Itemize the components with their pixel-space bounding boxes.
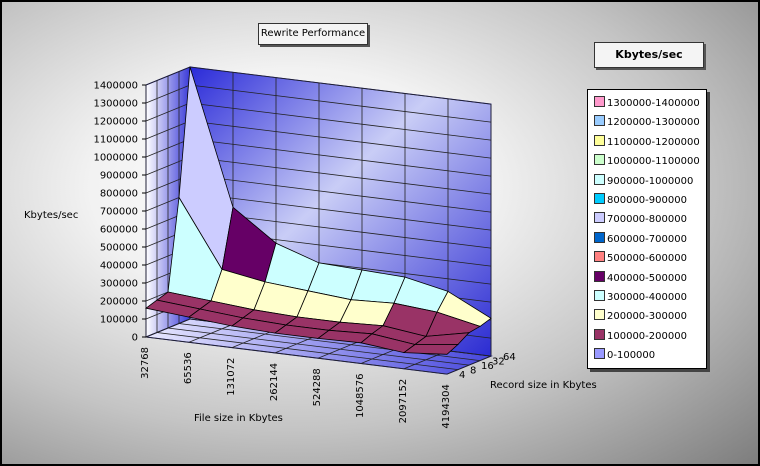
legend-label: 500000-600000 — [607, 253, 687, 265]
legend-item: 900000-1000000 — [594, 173, 694, 187]
legend-label: 100000-200000 — [607, 330, 687, 342]
y-axis-title: Record size in Kbytes — [490, 380, 597, 391]
legend-swatch — [594, 115, 605, 127]
legend-swatch — [594, 212, 605, 224]
legend-item: 500000-600000 — [594, 251, 687, 265]
legend-swatch — [594, 328, 605, 340]
z-tick-label: 400000 — [100, 261, 138, 272]
legend-swatch — [594, 348, 605, 360]
legend-item: 300000-400000 — [594, 290, 687, 303]
z-tick-label: 700000 — [100, 207, 138, 218]
legend-label: 600000-700000 — [607, 233, 687, 245]
legend-label: 700000-800000 — [607, 214, 687, 226]
legend-label: 300000-400000 — [607, 292, 687, 303]
legend-swatch — [594, 309, 605, 321]
y-tick-label: 64 — [503, 352, 516, 363]
legend-item: 200000-300000 — [594, 309, 687, 323]
y-tick-label: 16 — [481, 361, 494, 372]
z-tick-label: 1200000 — [93, 117, 138, 128]
x-tick-label: 262144 — [269, 363, 280, 401]
legend-title: Kbytes/sec — [594, 42, 704, 68]
z-axis: 0 100000 200000 300000 400000 500000 600000 700… — [93, 81, 146, 344]
z-tick-label: 800000 — [100, 189, 138, 200]
z-tick-label: 600000 — [100, 225, 138, 236]
x-tick-label: 1048576 — [355, 374, 366, 419]
legend-swatch — [594, 96, 605, 107]
legend-item: 1100000-1200000 — [594, 134, 700, 148]
chart-title: Rewrite Performance — [258, 23, 368, 45]
x-tick-label: 524288 — [312, 368, 323, 406]
z-tick-label: 1000000 — [93, 153, 138, 164]
legend-item: 600000-700000 — [594, 231, 687, 245]
z-tick-label: 200000 — [100, 297, 138, 308]
z-tick-label: 100000 — [100, 315, 138, 326]
y-gridline — [178, 71, 481, 361]
surface-patch — [402, 343, 460, 355]
z-tick-label: 1400000 — [93, 81, 138, 92]
legend-label: 900000-1000000 — [607, 175, 694, 187]
legend-item: 0-100000 — [594, 348, 656, 362]
x-tick-label: 65536 — [183, 352, 194, 384]
legend-item: 100000-200000 — [594, 328, 687, 342]
legend-label: 1000000-1100000 — [607, 156, 700, 168]
x-tick-label: 2097152 — [398, 379, 409, 424]
x-axis: 32768 65536 131072 262144 524288 1048576 20971… — [140, 347, 452, 429]
legend-label: 800000-900000 — [607, 195, 687, 206]
legend-swatch — [594, 134, 605, 146]
z-tick-label: 900000 — [100, 171, 138, 182]
legend-label: 0-100000 — [607, 350, 656, 362]
legend-item: 700000-800000 — [594, 212, 687, 226]
legend-label: 1300000-1400000 — [607, 98, 700, 109]
x-tick-label: 32768 — [140, 347, 151, 379]
z-tick-label: 1100000 — [93, 135, 138, 146]
legend: 1300000-1400000 1200000-1300000 1100000-12… — [587, 89, 707, 369]
y-tick-label: 8 — [470, 366, 476, 377]
x-tick-label: 131072 — [226, 358, 237, 396]
y-tick-label: 4 — [459, 370, 465, 381]
z-tick-label: 0 — [132, 333, 138, 344]
z-tick-label: 300000 — [100, 279, 138, 290]
legend-item: 1200000-1300000 — [594, 115, 700, 129]
legend-swatch — [594, 290, 605, 301]
z-tick-label: 500000 — [100, 243, 138, 254]
legend-item: 800000-900000 — [594, 193, 687, 206]
legend-label: 200000-300000 — [607, 311, 687, 323]
legend-label: 1100000-1200000 — [607, 136, 700, 148]
x-axis-title: File size in Kbytes — [194, 413, 283, 424]
legend-item: 400000-500000 — [594, 270, 687, 284]
surface-plot — [145, 66, 492, 355]
x-tick-label: 4194304 — [441, 384, 452, 429]
legend-swatch — [594, 251, 605, 263]
y-gridline — [167, 76, 470, 366]
legend-item: 1300000-1400000 — [594, 96, 700, 109]
legend-item: 1000000-1100000 — [594, 154, 700, 168]
legend-swatch — [594, 154, 605, 166]
legend-label: 1200000-1300000 — [607, 117, 700, 129]
legend-swatch — [594, 270, 605, 282]
y-gridline — [156, 80, 459, 370]
y-tick-label: 32 — [492, 357, 505, 368]
legend-label: 400000-500000 — [607, 272, 687, 284]
legend-swatch — [594, 173, 605, 185]
legend-swatch — [594, 231, 605, 243]
legend-swatch — [594, 193, 605, 204]
z-axis-title: Kbytes/sec — [24, 210, 78, 221]
z-tick-label: 1300000 — [93, 99, 138, 110]
